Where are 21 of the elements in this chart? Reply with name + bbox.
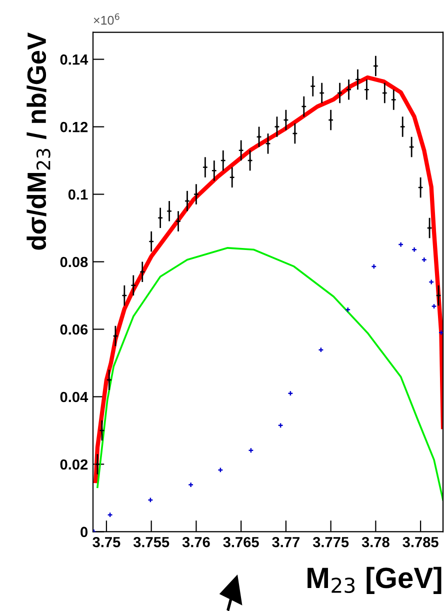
x-tick-label: 3.775: [312, 536, 349, 548]
y-tick-label: 0.08: [60, 256, 88, 268]
y-tick-label: 0.02: [60, 459, 88, 470]
x-tick-label: 3.785: [402, 536, 438, 548]
y-tick-label: 0.14: [60, 54, 88, 65]
x-tick-label: 3.765: [223, 536, 259, 548]
y-tick-label: 0: [80, 526, 88, 538]
y-axis-title: dσ/dM$_{23}$ / nb/GeV: [26, 32, 50, 250]
y-tick-label: 0.04: [60, 392, 88, 402]
text: ×10$^{6}$: [94, 13, 120, 25]
x-axis-title: M$_{23}$ [GeV]: [308, 566, 442, 594]
y-tick-label: 0.1: [68, 189, 88, 200]
x-tick-label: 3.78: [362, 536, 390, 548]
y-tick-label: 0.06: [60, 324, 88, 335]
x-tick-label: 3.75: [92, 536, 120, 548]
x-tick-label: 3.77: [272, 536, 300, 548]
y-tick-label: 0.12: [60, 122, 88, 132]
line-series: [96, 247, 443, 501]
x-tick-label: 3.755: [133, 536, 170, 548]
x-tick-label: 3.76: [182, 536, 210, 548]
line-series: [94, 75, 443, 484]
